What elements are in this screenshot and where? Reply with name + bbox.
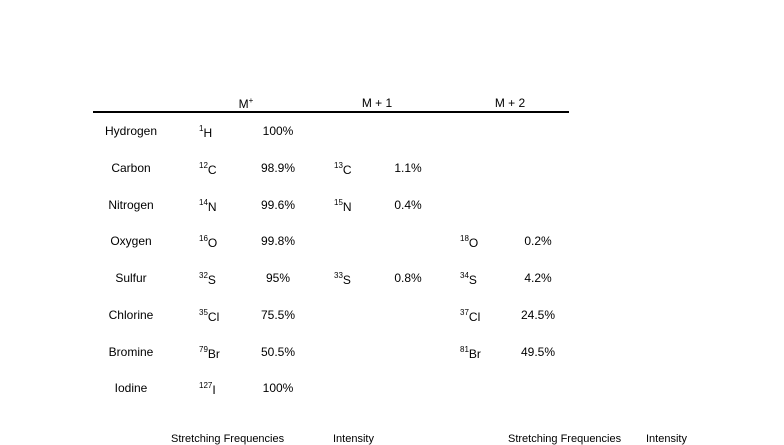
isotope-symbol-m1: 15N [334,198,352,214]
element-name: Chlorine [108,308,154,322]
header-m-label: M [238,97,249,111]
element-name: Hydrogen [104,124,158,138]
header-rule [93,111,569,113]
isotope-symbol-m2: 34S [460,271,477,287]
table-row: Nitrogen 14N 99.6% 15N 0.4% [0,198,784,214]
footer-right-frequencies: Stretching Frequencies [508,433,622,445]
abundance-m0: 50.5% [260,345,296,359]
element-symbol: N [207,200,217,214]
isotope-symbol-m0: 12C [199,161,217,177]
header-m-plus-2: M + 2 [494,96,526,110]
abundance-m0: 99.8% [260,234,296,248]
element-symbol: C [207,163,217,177]
element-name: Oxygen [110,234,152,248]
abundance-m1: 1.1% [394,161,422,175]
mass-number: 14 [199,198,208,207]
header-m-plus-1: M + 1 [361,96,393,110]
mass-number: 37 [460,308,469,317]
mass-number: 34 [460,271,469,280]
mass-number: 79 [199,345,208,354]
element-symbol: N [342,200,352,214]
mass-number: 18 [460,234,469,243]
mass-number: 12 [199,161,208,170]
abundance-m1: 0.4% [394,198,422,212]
element-name: Nitrogen [108,198,154,212]
table-row: Chlorine 35Cl 75.5% 37Cl 24.5% [0,308,784,324]
abundance-m0: 100% [262,381,294,395]
mass-number: 35 [199,308,208,317]
abundance-m0: 98.9% [260,161,296,175]
element-name: Iodine [114,381,148,395]
mass-number: 13 [334,161,343,170]
element-symbol: Br [207,347,220,361]
abundance-m2: 4.2% [524,271,552,285]
mass-number: 33 [334,271,343,280]
mass-number: 15 [334,198,343,207]
element-symbol: Cl [468,310,481,324]
mass-number: 16 [199,234,208,243]
element-symbol: S [468,273,477,287]
abundance-m2: 24.5% [520,308,556,322]
table-row: Carbon 12C 98.9% 13C 1.1% [0,161,784,177]
abundance-m0: 100% [262,124,294,138]
element-symbol: H [203,126,213,140]
isotope-symbol-m0: 1H [199,124,212,140]
isotope-symbol-m2: 18O [460,234,478,250]
isotope-symbol-m0: 35Cl [199,308,219,324]
isotope-symbol-m0: 16O [199,234,217,250]
element-symbol: O [468,236,479,250]
footer-left-intensity: Intensity [333,433,374,445]
header-m-superscript: + [248,96,254,105]
table-row: Bromine 79Br 50.5% 81Br 49.5% [0,345,784,361]
abundance-m2: 0.2% [524,234,552,248]
abundance-m0: 99.6% [260,198,296,212]
isotope-symbol-m2: 81Br [460,345,481,361]
element-symbol: Br [468,347,481,361]
mass-number: 81 [460,345,469,354]
element-symbol: C [342,163,352,177]
element-name: Sulfur [115,271,147,285]
element-symbol: S [207,273,216,287]
isotope-symbol-m1: 13C [334,161,352,177]
isotope-symbol-m0: 14N [199,198,217,214]
abundance-m0: 75.5% [260,308,296,322]
isotope-symbol-m0: 32S [199,271,216,287]
element-symbol: S [342,273,351,287]
isotope-symbol-m0: 127I [199,381,216,397]
abundance-m2: 49.5% [520,345,556,359]
table-row: Iodine 127I 100% [0,381,784,397]
element-symbol: O [207,236,218,250]
abundance-m0: 95% [265,271,291,285]
table-row: Hydrogen 1H 100% [0,124,784,140]
footer-left-frequencies: Stretching Frequencies [171,433,285,445]
element-symbol: Cl [207,310,220,324]
element-symbol: I [212,383,216,397]
element-name: Bromine [108,345,154,359]
mass-number: 32 [199,271,208,280]
mass-number: 1 [199,124,204,133]
footer-right-intensity: Intensity [646,433,687,445]
isotope-symbol-m0: 79Br [199,345,220,361]
table-row: Sulfur 32S 95% 33S 0.8% 34S 4.2% [0,271,784,287]
table-row: Oxygen 16O 99.8% 18O 0.2% [0,234,784,250]
element-name: Carbon [111,161,151,175]
header-m: M+ [206,96,286,111]
isotope-symbol-m1: 33S [334,271,351,287]
abundance-m1: 0.8% [394,271,422,285]
mass-number: 127 [199,381,213,390]
isotope-symbol-m2: 37Cl [460,308,480,324]
